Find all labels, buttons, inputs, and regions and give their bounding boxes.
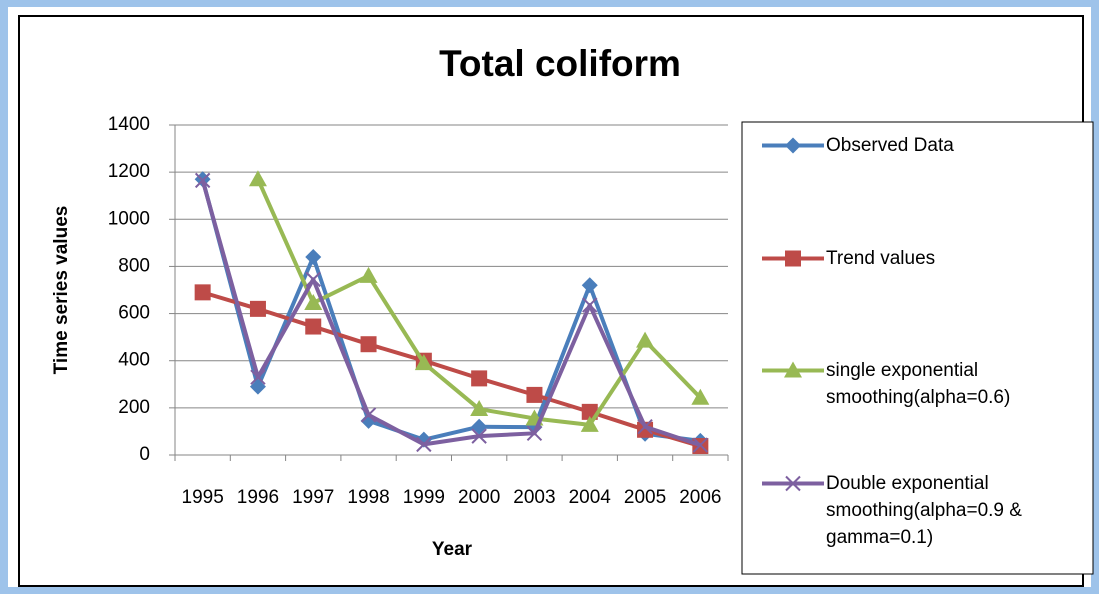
marker [580,415,599,432]
marker [471,370,488,387]
marker [692,437,709,453]
x-tick-label: 2006 [679,487,721,508]
marker [784,361,802,378]
series-line [200,179,701,447]
marker [250,369,266,385]
x-axis-label: Year [432,539,473,560]
y-axis-label: Time series values [51,206,72,375]
marker [526,425,543,442]
legend-box [741,121,1094,575]
series-line [202,290,701,448]
marker [249,300,266,317]
y-tick-label: 1400 [108,114,150,135]
marker [470,400,489,417]
marker [194,284,211,301]
marker [691,388,710,405]
legend-entry: Trend values [762,245,1082,272]
legend-swatch [762,361,824,378]
x-tick-label: 1997 [292,487,334,508]
x-tick-label: 2004 [569,487,612,508]
legend-entry: single exponential smoothing(alpha=0.6) [762,357,1082,411]
marker [581,277,598,294]
marker [360,336,377,353]
y-tick-label: 0 [139,444,150,465]
marker [305,318,322,335]
legend-entry: Double exponential smoothing(alpha=0.9 &… [762,470,1082,551]
marker [304,293,323,310]
marker [305,249,322,265]
legend-swatch [762,137,824,154]
legend-swatch [762,475,824,492]
series-line [200,178,701,443]
marker [637,421,654,438]
x-tick-label: 2005 [624,487,666,508]
marker [582,297,598,313]
marker [359,266,378,283]
marker [248,170,267,187]
marker [526,386,543,403]
x-tick-label: 1995 [182,487,224,508]
y-tick-label: 200 [118,397,150,418]
y-tick-label: 1000 [108,208,150,229]
marker [785,137,801,154]
marker [414,354,433,371]
legend-label: Double exponential smoothing(alpha=0.9 &… [826,473,1022,548]
x-tick-label: 1996 [237,487,279,508]
marker [194,172,211,189]
marker [249,378,266,395]
marker [785,250,801,267]
marker [471,428,487,444]
marker [416,436,432,453]
marker [637,419,653,435]
chart-title: Total coliform [439,43,681,84]
marker [360,407,377,423]
legend-label: Observed Data [826,135,954,156]
legend-swatch [762,250,824,267]
marker [636,331,655,348]
x-tick-label: 1998 [347,487,389,508]
marker [305,271,321,288]
y-tick-label: 1200 [108,161,150,182]
legend-label: Trend values [826,248,936,269]
legend-entry: Observed Data [762,132,1082,159]
x-tick-label: 1999 [403,487,445,508]
y-tick-label: 800 [118,255,150,276]
marker [785,475,801,492]
x-tick-label: 2000 [458,487,500,508]
y-tick-label: 400 [118,350,150,371]
legend-label: single exponential smoothing(alpha=0.6) [826,360,1011,408]
marker [471,418,488,435]
x-tick-label: 2003 [513,487,555,508]
y-tick-label: 600 [118,303,150,324]
